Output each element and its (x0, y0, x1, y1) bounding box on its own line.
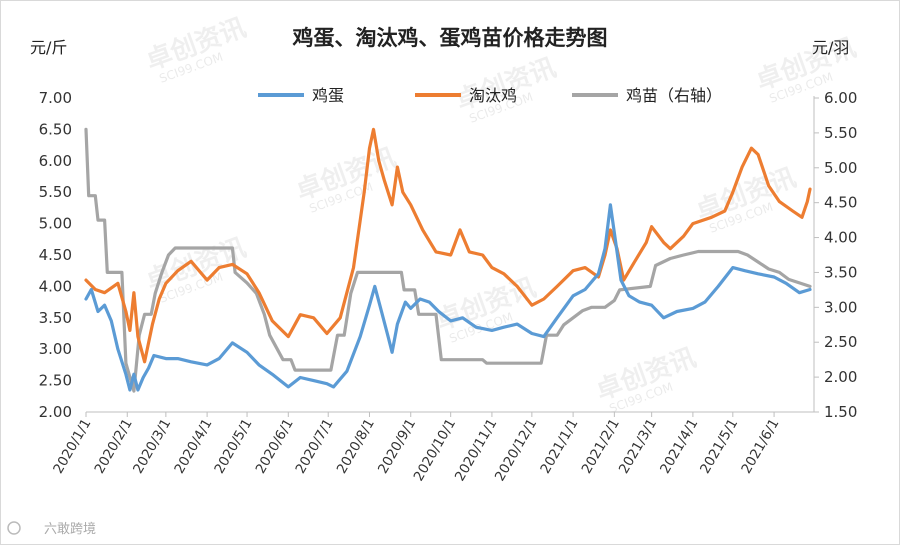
y2-tick-label: 6.00 (824, 89, 857, 107)
y2-tick-label: 5.50 (824, 124, 857, 142)
right-axis-unit: 元/羽 (812, 38, 849, 57)
y2-tick-label: 4.50 (824, 194, 857, 212)
legend: 鸡蛋 淘汰鸡 鸡苗（右轴） (258, 86, 722, 105)
chart-title: 鸡蛋、淘汰鸡、蛋鸡苗价格走势图 (292, 26, 608, 50)
x-tick-label: 2021/6/1 (738, 416, 782, 477)
left-axis-unit: 元/斤 (30, 38, 67, 57)
x-tick-label: 2020/4/1 (171, 416, 215, 477)
x-tick-label: 2020/8/1 (334, 416, 378, 477)
series-lines (84, 127, 812, 393)
legend-label: 淘汰鸡 (469, 86, 517, 105)
y2-tick-label: 3.50 (824, 263, 857, 281)
x-tick-label: 2020/9/1 (375, 416, 419, 477)
x-tick-label: 2020/2/1 (92, 416, 136, 477)
y2-tick-label: 3.00 (824, 298, 857, 316)
y2-tick-label: 2.00 (824, 368, 857, 386)
y-tick-label: 5.50 (39, 183, 72, 201)
footer-logo-icon (7, 521, 21, 535)
x-tick-label: 2021/3/1 (616, 416, 660, 477)
y-tick-label: 5.00 (39, 215, 72, 233)
x-tick-label: 2021/1/1 (537, 416, 581, 477)
legend-label: 鸡蛋 (312, 86, 344, 105)
y2-tick-label: 5.00 (824, 159, 857, 177)
series-line (84, 127, 812, 393)
y-tick-label: 4.00 (39, 277, 72, 295)
y-tick-label: 7.00 (39, 89, 72, 107)
legend-label: 鸡苗（右轴） (626, 86, 722, 105)
y-tick-label: 6.00 (39, 152, 72, 170)
x-tick-label: 2020/3/1 (130, 416, 174, 477)
x-tick-label: 2020/7/1 (293, 416, 337, 477)
x-tick-label: 2021/5/1 (697, 416, 741, 477)
series-line (84, 203, 812, 392)
y-tick-label: 6.50 (39, 120, 72, 138)
y-tick-label: 3.50 (39, 309, 72, 327)
y2-tick-label: 4.00 (824, 229, 857, 247)
footer-text: 六敢跨境 (44, 522, 96, 537)
y2-tick-label: 1.50 (824, 403, 857, 421)
y2-tick-label: 2.50 (824, 333, 857, 351)
y-tick-label: 3.00 (39, 340, 72, 358)
x-tick-label: 2020/5/1 (211, 416, 255, 477)
series-line (84, 127, 812, 364)
y-tick-label: 2.50 (39, 372, 72, 390)
y-tick-label: 4.50 (39, 246, 72, 264)
x-tick-label: 2020/6/1 (253, 416, 297, 477)
y-tick-label: 2.00 (39, 403, 72, 421)
footer-logo: 六敢跨境 (7, 521, 96, 537)
x-tick-label: 2021/4/1 (657, 416, 701, 477)
x-tick-label: 2020/1/1 (50, 416, 94, 477)
